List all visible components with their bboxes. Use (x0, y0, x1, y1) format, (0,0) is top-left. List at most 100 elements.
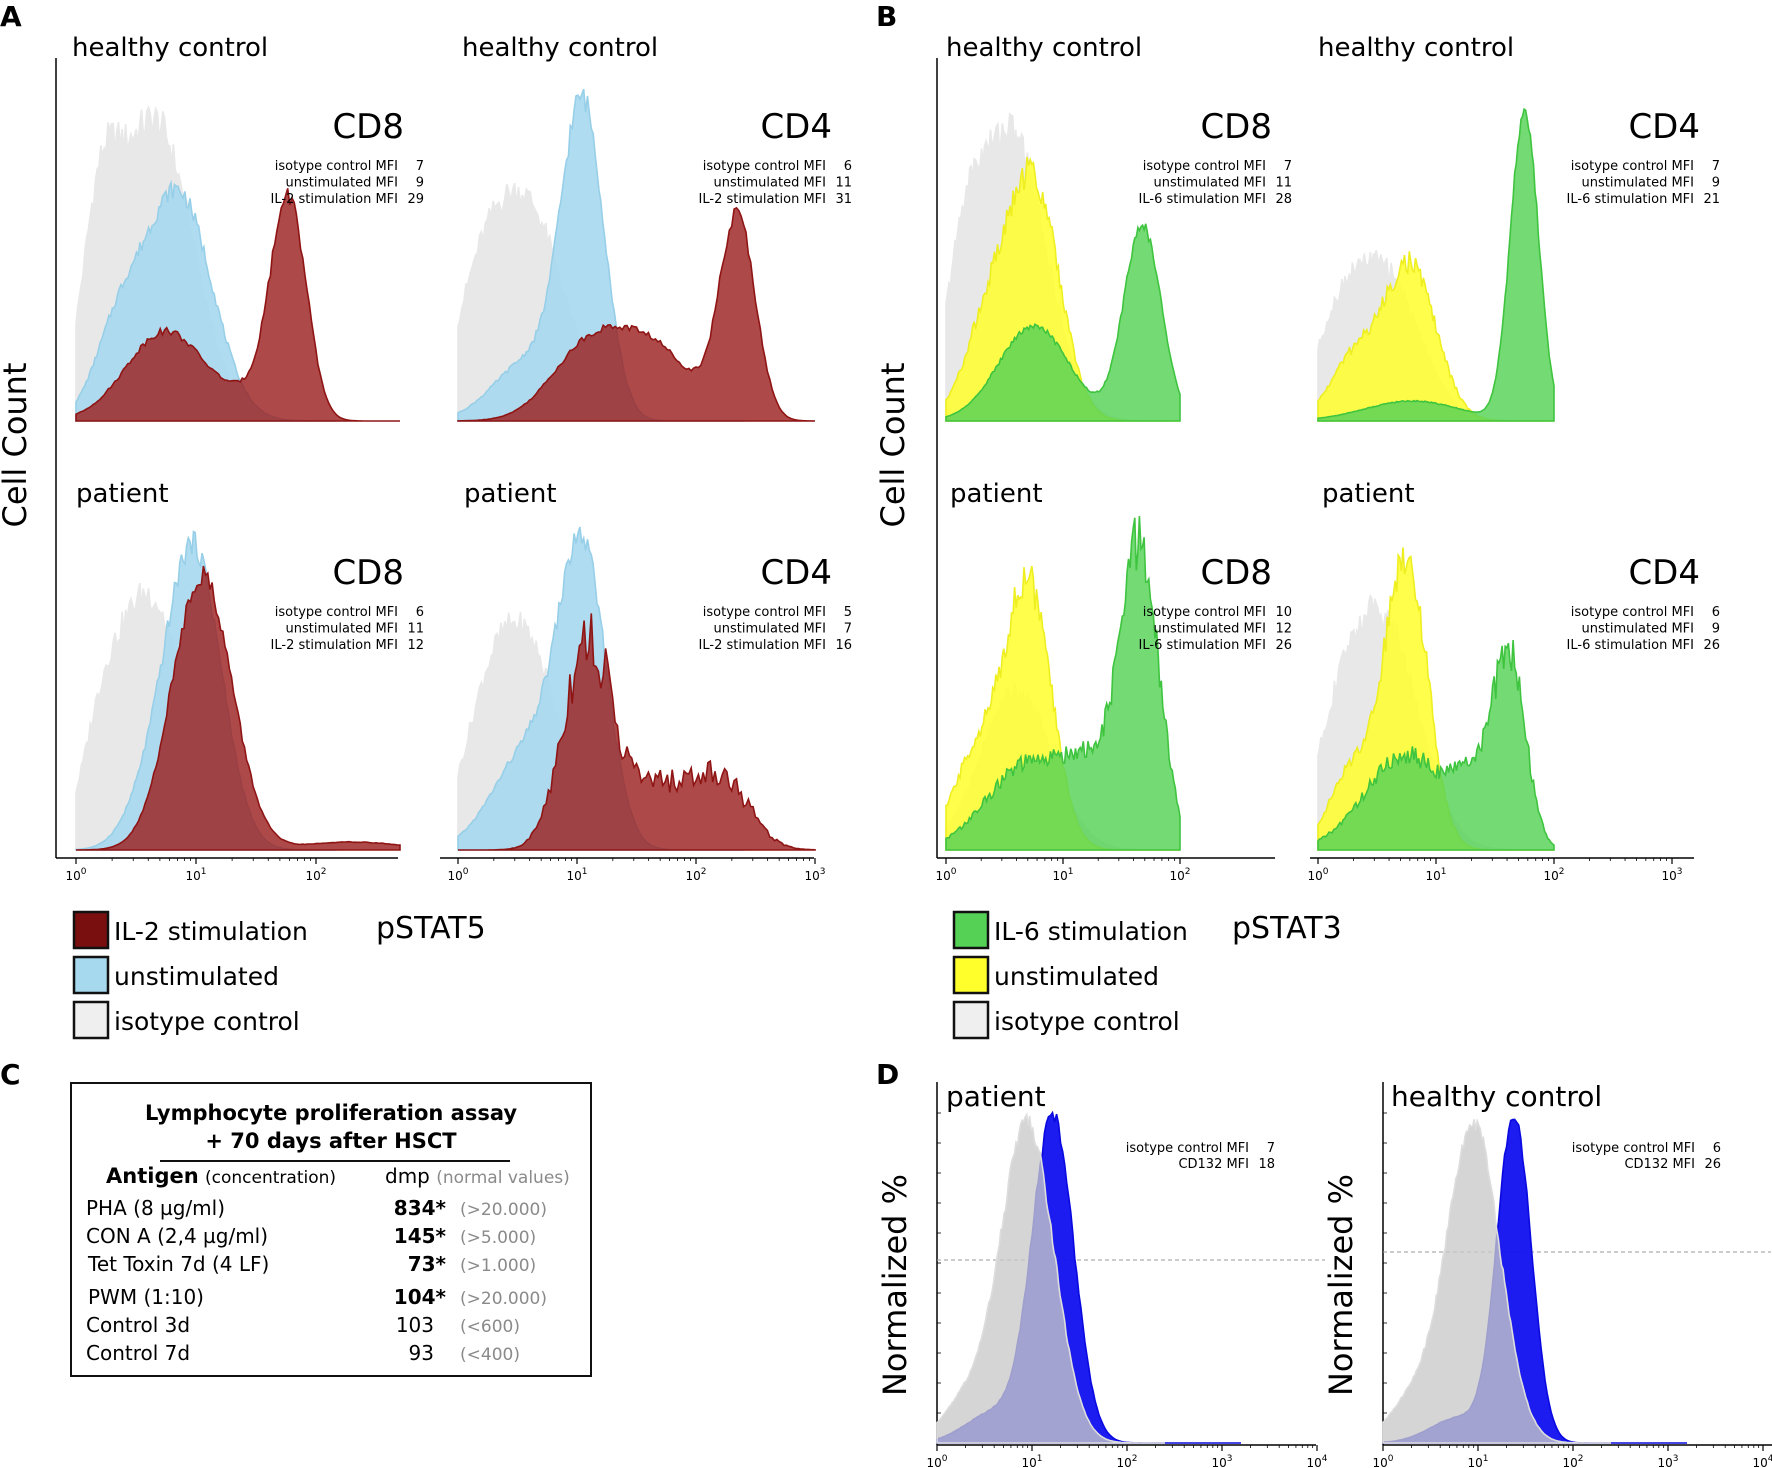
panel-d-plot-1-mfi-value: 26 (1704, 1157, 1721, 1172)
panel-a-plot-0-title: healthy control (72, 33, 268, 63)
panel-d-plot-0-mfi-value: 18 (1258, 1157, 1275, 1172)
panel-a-plot-3-title: patient (464, 479, 557, 509)
panel-b-left-x-tick-label-2: 102 (1169, 867, 1190, 883)
panel-b-legend-label-2: isotype control (994, 1007, 1180, 1036)
table-row-normal: (>1.000) (460, 1256, 537, 1276)
panel-b-plot-0-mfi-label: unstimulated MFI (1154, 176, 1266, 191)
panel-b-legend-swatch-0 (952, 910, 990, 950)
panel-a-plot-0-mfi-value: 7 (416, 159, 424, 174)
panel-a-legend-label-0: IL-2 stimulation (114, 917, 308, 946)
panel-b-legend-label-0: IL-6 stimulation (994, 917, 1188, 946)
panel-d-plot-0-mfi-label: CD132 MFI (1178, 1157, 1249, 1172)
panel-b-plot-2-il6-area (945, 516, 1181, 851)
table-title-line1: Lymphocyte proliferation assay (144, 1101, 518, 1125)
panel-a-plot-0-mfi-value: 29 (407, 192, 424, 207)
panel-a-plot-0-il2-area (75, 188, 400, 422)
panel-b-plot-3-mfi-label: unstimulated MFI (1582, 622, 1694, 637)
panel-b-plot-2-mfi-value: 26 (1275, 638, 1292, 653)
panel-a-ylabel: Cell Count (0, 362, 34, 527)
table-row-antigen: Tet Toxin 7d (4 LF) (88, 1252, 270, 1276)
panel-b-plot-0-title: healthy control (946, 33, 1142, 63)
panel-b-plot-0-mfi-value: 28 (1275, 192, 1292, 207)
panel-a-plot-2-title: patient (76, 479, 169, 509)
panel-letter-c: C (0, 1058, 21, 1091)
table-row-dmp: 93 (408, 1341, 434, 1365)
panel-a-plot-2-mfi-label: unstimulated MFI (286, 622, 398, 637)
panel-a-plot-3-mfi-value: 16 (835, 638, 852, 653)
lymphocyte-proliferation-table: Lymphocyte proliferation assay + 70 days… (70, 1082, 592, 1377)
panel-d-plot-0-x-tick-label-0: 100 (926, 1454, 947, 1468)
panel-b-left-x-tick-label-1: 101 (1052, 867, 1073, 883)
panel-d-plot-1-mfi-value: 6 (1713, 1141, 1721, 1156)
panel-d-plot-1-mfi-label: isotype control MFI (1572, 1141, 1695, 1156)
panel-b-plot-1-title: healthy control (1318, 33, 1514, 63)
panel-d-plot-0-mfi-value: 7 (1267, 1141, 1275, 1156)
panel-a-plot-1-mfi-value: 11 (835, 176, 852, 191)
panel-a-plot-0-mfi-label: IL-2 stimulation MFI (271, 192, 398, 207)
panel-b-plot-0-mfi-value: 7 (1284, 159, 1292, 174)
panel-a-plot-3-mfi-label: isotype control MFI (703, 605, 826, 620)
panel-b-plot-1-mfi-value: 9 (1712, 176, 1720, 191)
panel-a-plot-1-mfi-label: isotype control MFI (703, 159, 826, 174)
header-normal-label: (normal values) (436, 1168, 570, 1188)
table-row-antigen: CON A (2,4 µg/ml) (86, 1224, 269, 1248)
panel-a-right-x-tick-label-3: 103 (804, 867, 825, 883)
panel-b-plot-0-mfi-value: 11 (1275, 176, 1292, 191)
table-header-antigen: Antigen (concentration) (106, 1164, 336, 1190)
panel-d-plot-0-x-tick-label-2: 102 (1116, 1454, 1137, 1468)
panel-a-left-x-tick-label-0: 100 (65, 867, 86, 883)
panel-d-plot-0-isotype-area (936, 1112, 1165, 1444)
panel-a-plot-0-mfi-label: isotype control MFI (275, 159, 398, 174)
panel-b-plot-1-cell-label: CD4 (1628, 107, 1700, 147)
panel-a-legend-label-1: unstimulated (114, 962, 279, 991)
panel-a-xlabel: pSTAT5 (376, 911, 486, 946)
table-row-dmp: 104* (393, 1285, 446, 1309)
panel-b-plot-3-title: patient (1322, 479, 1415, 509)
table-row-dmp: 834* (393, 1196, 446, 1220)
panel-a-plot-2-mfi-label: isotype control MFI (275, 605, 398, 620)
panel-b-plot-3-cell-label: CD4 (1628, 553, 1700, 593)
panel-b-plot-0-cell-label: CD8 (1200, 107, 1272, 147)
panel-b-legend-swatch-2 (952, 1000, 990, 1040)
panel-d-plot-1-x-tick-label-3: 103 (1657, 1454, 1678, 1468)
panel-a-plot-2-mfi-value: 6 (416, 605, 424, 620)
table-row-antigen: PHA (8 µg/ml) (86, 1196, 226, 1220)
panel-b-plot-3-mfi-value: 9 (1712, 622, 1720, 637)
panel-letter-d: D (876, 1058, 899, 1091)
panel-b-xlabel: pSTAT3 (1232, 911, 1342, 946)
panel-b-right-x-tick-label-3: 103 (1661, 867, 1682, 883)
panel-a-plot-3-mfi-label: IL-2 stimulation MFI (699, 638, 826, 653)
panel-b-plot-2-mfi-label: isotype control MFI (1143, 605, 1266, 620)
panel-a-right-x-tick-label-0: 100 (447, 867, 468, 883)
panel-b-legend-swatch-1 (952, 955, 990, 995)
panel-b-plot-1-il6-area (1317, 107, 1555, 422)
panel-a-plot-0-cell-label: CD8 (332, 107, 404, 147)
panel-a-plot-2-mfi-value: 11 (407, 622, 424, 637)
panel-b-plot-3-mfi-label: IL-6 stimulation MFI (1567, 638, 1694, 653)
table-row-normal: (>20.000) (460, 1200, 547, 1220)
panel-b-plot-0-mfi-label: IL-6 stimulation MFI (1139, 192, 1266, 207)
panel-d-plot-0-x-tick-label-3: 103 (1211, 1454, 1232, 1468)
panel-b-legend-label-1: unstimulated (994, 962, 1159, 991)
panel-d-plot-1-isotype-area (1382, 1117, 1611, 1444)
panel-b-plot-0-mfi-label: isotype control MFI (1143, 159, 1266, 174)
panel-d-plot-1-x-tick-label-4: 104 (1752, 1454, 1772, 1468)
panel-a-plot-3-cell-label: CD4 (760, 553, 832, 593)
panel-d-ylabel-left: Normalized % (876, 1174, 914, 1396)
chart-marks: healthy control CD8 isotype control MFI 7 un… (65, 33, 1772, 1468)
panel-a-plot-1-mfi-label: IL-2 stimulation MFI (699, 192, 826, 207)
panel-a-right-x-tick-label-2: 102 (685, 867, 706, 883)
panel-a-left-x-tick-label-2: 102 (305, 867, 326, 883)
panel-a-plot-3-mfi-value: 7 (844, 622, 852, 637)
panel-a-plot-0-mfi-value: 9 (416, 176, 424, 191)
panel-a-plot-3-il2-area (458, 613, 816, 851)
panel-d-plot-1-mfi-label: CD132 MFI (1624, 1157, 1695, 1172)
panel-b-plot-1-mfi-value: 21 (1703, 192, 1720, 207)
panel-a-legend-label-2: isotype control (114, 1007, 300, 1036)
table-row-normal: (>20.000) (460, 1289, 547, 1309)
table-row-normal: (<400) (460, 1345, 520, 1365)
panel-letter-a: A (0, 0, 22, 33)
table-title-rule (160, 1160, 510, 1162)
panel-b-plot-2-mfi-label: unstimulated MFI (1154, 622, 1266, 637)
